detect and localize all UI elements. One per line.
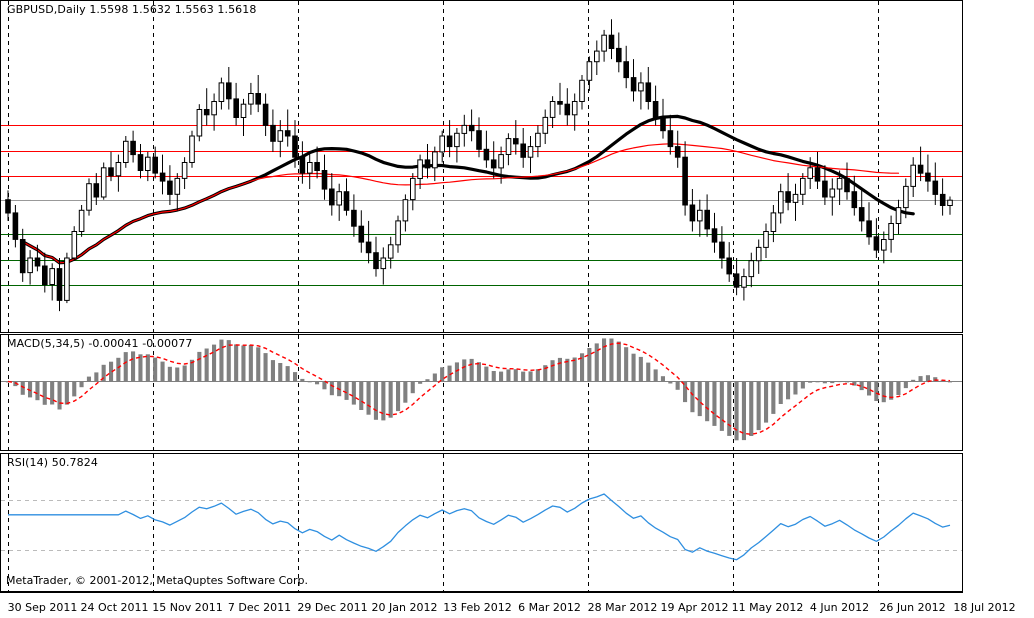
date-tick: 29 Dec 2011 <box>297 601 368 614</box>
date-tick: 4 Jun 2012 <box>809 601 870 614</box>
date-tick: 13 Feb 2012 <box>443 601 512 614</box>
price-pane[interactable] <box>0 0 963 333</box>
date-tick: 26 Jun 2012 <box>879 601 946 614</box>
copyright-notice: MetaTrader, © 2001-2012, MetaQuptes Soft… <box>6 574 309 587</box>
price-scale-axis[interactable]: 1.62901.61701.60501.59301.58101.56901.55… <box>963 0 1034 592</box>
date-tick: 20 Jan 2012 <box>371 601 438 614</box>
date-tick: 24 Oct 2011 <box>80 601 149 614</box>
date-tick: 30 Sep 2011 <box>7 601 78 614</box>
date-axis-line <box>0 592 963 593</box>
price-pane-header: GBPUSD,Daily 1.5598 1.5632 1.5563 1.5618 <box>7 3 257 16</box>
date-tick: 18 Jul 2012 <box>953 601 1016 614</box>
macd-chart-canvas[interactable] <box>0 334 963 451</box>
macd-pane-header: MACD(5,34,5) -0.00041 -0.00077 <box>7 337 193 350</box>
rsi-chart-canvas[interactable] <box>0 453 963 592</box>
date-tick: 28 Mar 2012 <box>587 601 658 614</box>
date-tick: 19 Apr 2012 <box>660 601 729 614</box>
macd-pane[interactable] <box>0 334 963 451</box>
date-tick: 6 Mar 2012 <box>518 601 581 614</box>
date-tick: 7 Dec 2011 <box>227 601 292 614</box>
rsi-pane[interactable] <box>0 453 963 592</box>
price-chart-canvas[interactable] <box>0 0 963 333</box>
rsi-pane-header: RSI(14) 50.7824 <box>7 456 98 469</box>
date-tick: 11 May 2012 <box>731 601 804 614</box>
date-tick: 15 Nov 2011 <box>152 601 223 614</box>
